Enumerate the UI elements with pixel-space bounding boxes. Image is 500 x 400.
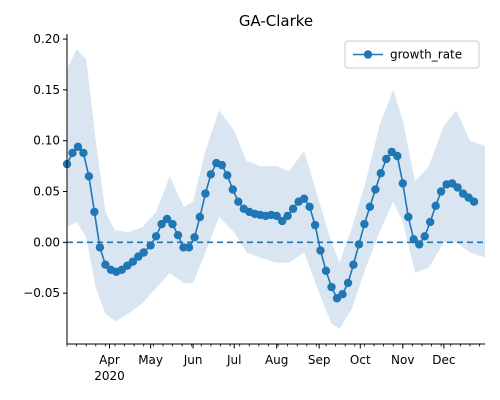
data-point — [195, 212, 205, 222]
data-point — [327, 282, 336, 292]
data-point — [316, 246, 325, 255]
data-point — [426, 217, 435, 227]
data-point — [288, 204, 298, 213]
x-tick-label: Oct — [350, 353, 371, 367]
data-point — [360, 219, 369, 229]
data-point — [146, 241, 155, 250]
legend: growth_rate — [344, 40, 480, 69]
data-point — [278, 216, 287, 226]
data-point — [420, 232, 429, 241]
data-point — [151, 232, 161, 241]
data-point — [436, 187, 446, 196]
y-tick-label: 0.05 — [33, 185, 60, 199]
data-point — [299, 194, 309, 203]
y-tick-label: 0.10 — [33, 134, 60, 148]
data-point — [206, 170, 216, 179]
x-tick-label: May — [138, 353, 163, 367]
x-tick-label: Sep — [308, 353, 331, 367]
data-point — [431, 201, 440, 210]
data-point — [95, 243, 105, 252]
x-tick-label: Dec — [432, 353, 455, 367]
y-tick-label: −0.05 — [23, 286, 60, 300]
data-point — [234, 197, 243, 206]
data-point — [371, 185, 380, 194]
data-point — [305, 202, 314, 211]
legend-marker-swatch — [363, 50, 373, 59]
plot-area — [62, 49, 485, 329]
x-tick-label: Jul — [226, 353, 241, 367]
data-point — [162, 214, 172, 224]
data-point — [404, 212, 413, 222]
data-point — [68, 148, 77, 158]
data-point — [184, 243, 194, 252]
data-point — [415, 240, 424, 249]
y-tick-label: 0.00 — [33, 235, 60, 249]
data-point — [398, 179, 407, 188]
chart-title: GA-Clarke — [239, 12, 313, 30]
data-point — [217, 160, 227, 170]
legend-label-growth-rate: growth_rate — [390, 48, 462, 62]
data-point — [84, 172, 94, 181]
data-point — [190, 233, 199, 242]
data-point — [90, 207, 99, 217]
data-point — [376, 169, 385, 178]
data-point — [168, 219, 177, 229]
data-point — [79, 148, 88, 158]
data-point — [365, 202, 375, 211]
data-point — [201, 189, 210, 198]
data-point — [382, 154, 391, 164]
y-tick-label: 0.15 — [33, 83, 60, 97]
data-point — [409, 235, 418, 244]
x-year-label: 2020 — [94, 369, 125, 383]
data-point — [128, 257, 137, 266]
x-tick-label: Aug — [265, 353, 288, 367]
data-point — [223, 171, 232, 180]
y-tick-label: 0.20 — [33, 32, 60, 46]
data-point — [272, 211, 281, 221]
data-point — [139, 248, 148, 257]
x-tick-label: Apr — [99, 353, 120, 367]
data-point — [228, 185, 237, 194]
data-point — [343, 278, 353, 288]
confidence-band — [67, 49, 485, 329]
x-tick-label: Nov — [391, 353, 414, 367]
legend-box — [344, 40, 480, 69]
data-point — [469, 197, 479, 206]
data-point — [157, 219, 166, 229]
data-point — [101, 260, 110, 269]
data-point — [73, 142, 83, 151]
axes: −0.05 0.00 0.05 0.10 0.15 0.20 Apr 2020 May Jun Ju… — [23, 32, 485, 383]
data-point — [354, 240, 364, 249]
data-point — [173, 231, 183, 240]
x-tick-label: Jun — [183, 353, 203, 367]
data-point — [321, 266, 331, 275]
data-point — [349, 260, 358, 269]
data-point — [453, 183, 462, 192]
data-point — [393, 151, 402, 161]
data-point — [283, 211, 292, 221]
data-point — [338, 290, 347, 299]
data-point — [310, 220, 320, 230]
